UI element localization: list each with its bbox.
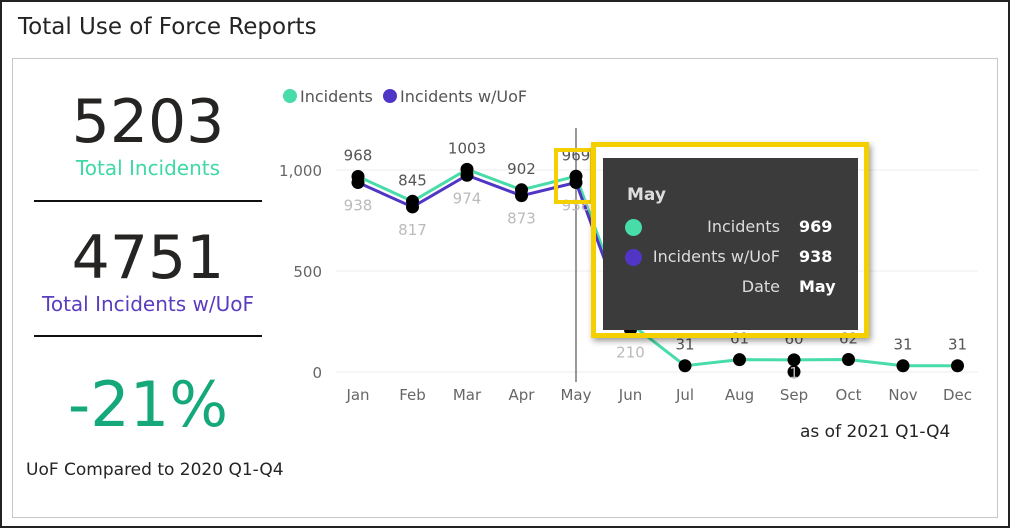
kpi-change-value: -21% bbox=[67, 368, 229, 441]
y-tick-label: 1,000 bbox=[279, 162, 322, 180]
kpi-label: Total Incidents bbox=[75, 156, 221, 180]
legend-label: Incidents bbox=[300, 87, 373, 106]
data-point bbox=[678, 359, 692, 373]
tooltip-title: May bbox=[627, 185, 666, 205]
data-point bbox=[733, 353, 746, 367]
y-tick-label: 0 bbox=[312, 364, 322, 382]
divider bbox=[34, 335, 262, 337]
series-line-incidents bbox=[357, 167, 958, 368]
series-line-uof bbox=[357, 173, 632, 331]
tooltip-value: May bbox=[799, 277, 836, 296]
tooltip-value: 969 bbox=[799, 217, 833, 236]
kpi-total-uof: 4751 Total Incidents w/UoF bbox=[34, 228, 262, 316]
uof-swatch-icon bbox=[625, 249, 642, 266]
x-tick-label: Jun bbox=[618, 386, 642, 404]
kpi-label: Total Incidents w/UoF bbox=[42, 292, 254, 316]
data-label: 974 bbox=[453, 189, 482, 207]
x-tick-label: Oct bbox=[836, 386, 862, 404]
data-point bbox=[896, 359, 910, 373]
x-tick-label: Feb bbox=[399, 386, 426, 404]
y-tick-label: 500 bbox=[293, 263, 322, 281]
chart-card bbox=[12, 58, 998, 518]
data-label: 968 bbox=[344, 146, 373, 164]
tooltip-highlight bbox=[591, 142, 869, 338]
data-point bbox=[787, 365, 801, 379]
data-point bbox=[842, 352, 855, 366]
as-of-label: as of 2021 Q1-Q4 bbox=[800, 422, 951, 442]
tooltip-row: Date May bbox=[603, 276, 858, 300]
tooltip-row: Incidents w/UoF 938 bbox=[603, 246, 858, 270]
legend-swatch-icon bbox=[283, 89, 297, 103]
tooltip-row: Incidents 969 bbox=[603, 216, 858, 240]
data-label: 1 bbox=[789, 364, 799, 382]
data-label: 31 bbox=[948, 336, 967, 354]
x-tick-label: Jan bbox=[345, 386, 369, 404]
data-label: 210 bbox=[616, 344, 645, 362]
data-label: 31 bbox=[675, 336, 694, 354]
selected-point-highlight bbox=[554, 148, 594, 204]
data-point bbox=[351, 176, 365, 190]
data-point bbox=[569, 176, 583, 190]
data-point bbox=[787, 353, 801, 367]
x-tick-label: Sep bbox=[780, 386, 808, 404]
data-label: 31 bbox=[893, 336, 912, 354]
data-label: 938 bbox=[344, 197, 373, 215]
data-point bbox=[460, 168, 474, 182]
tooltip-label: Date bbox=[741, 277, 780, 296]
kpi-change-label: UoF Compared to 2020 Q1-Q4 bbox=[26, 460, 284, 480]
tooltip-label: Incidents bbox=[707, 217, 780, 236]
data-label: 845 bbox=[398, 171, 427, 189]
x-tick-label: Dec bbox=[943, 386, 972, 404]
tooltip-label: Incidents w/UoF bbox=[652, 247, 780, 266]
data-label: 817 bbox=[398, 221, 427, 239]
data-point bbox=[515, 189, 528, 203]
kpi-value: 5203 bbox=[71, 87, 225, 157]
x-tick-label: Nov bbox=[888, 386, 917, 404]
legend-label: Incidents w/UoF bbox=[400, 87, 527, 106]
data-label: 873 bbox=[507, 210, 536, 228]
tooltip-value: 938 bbox=[799, 247, 833, 266]
incidents-swatch-icon bbox=[625, 219, 642, 236]
kpi-total-incidents: 5203 Total Incidents bbox=[34, 92, 262, 180]
x-tick-label: May bbox=[560, 386, 591, 404]
data-point bbox=[951, 359, 964, 373]
legend-swatch-icon bbox=[383, 89, 397, 103]
x-tick-label: Aug bbox=[725, 386, 754, 404]
data-label: 1003 bbox=[448, 139, 486, 157]
x-tick-label: Jul bbox=[675, 386, 694, 404]
data-label: 902 bbox=[507, 160, 536, 178]
page-title: Total Use of Force Reports bbox=[18, 14, 317, 40]
x-tick-label: Apr bbox=[509, 386, 536, 404]
divider bbox=[34, 200, 262, 202]
kpi-value: 4751 bbox=[71, 223, 225, 293]
x-tick-label: Mar bbox=[453, 386, 482, 404]
tooltip: May Incidents 969 Incidents w/UoF 938 Da… bbox=[603, 158, 858, 330]
data-point bbox=[406, 200, 419, 214]
